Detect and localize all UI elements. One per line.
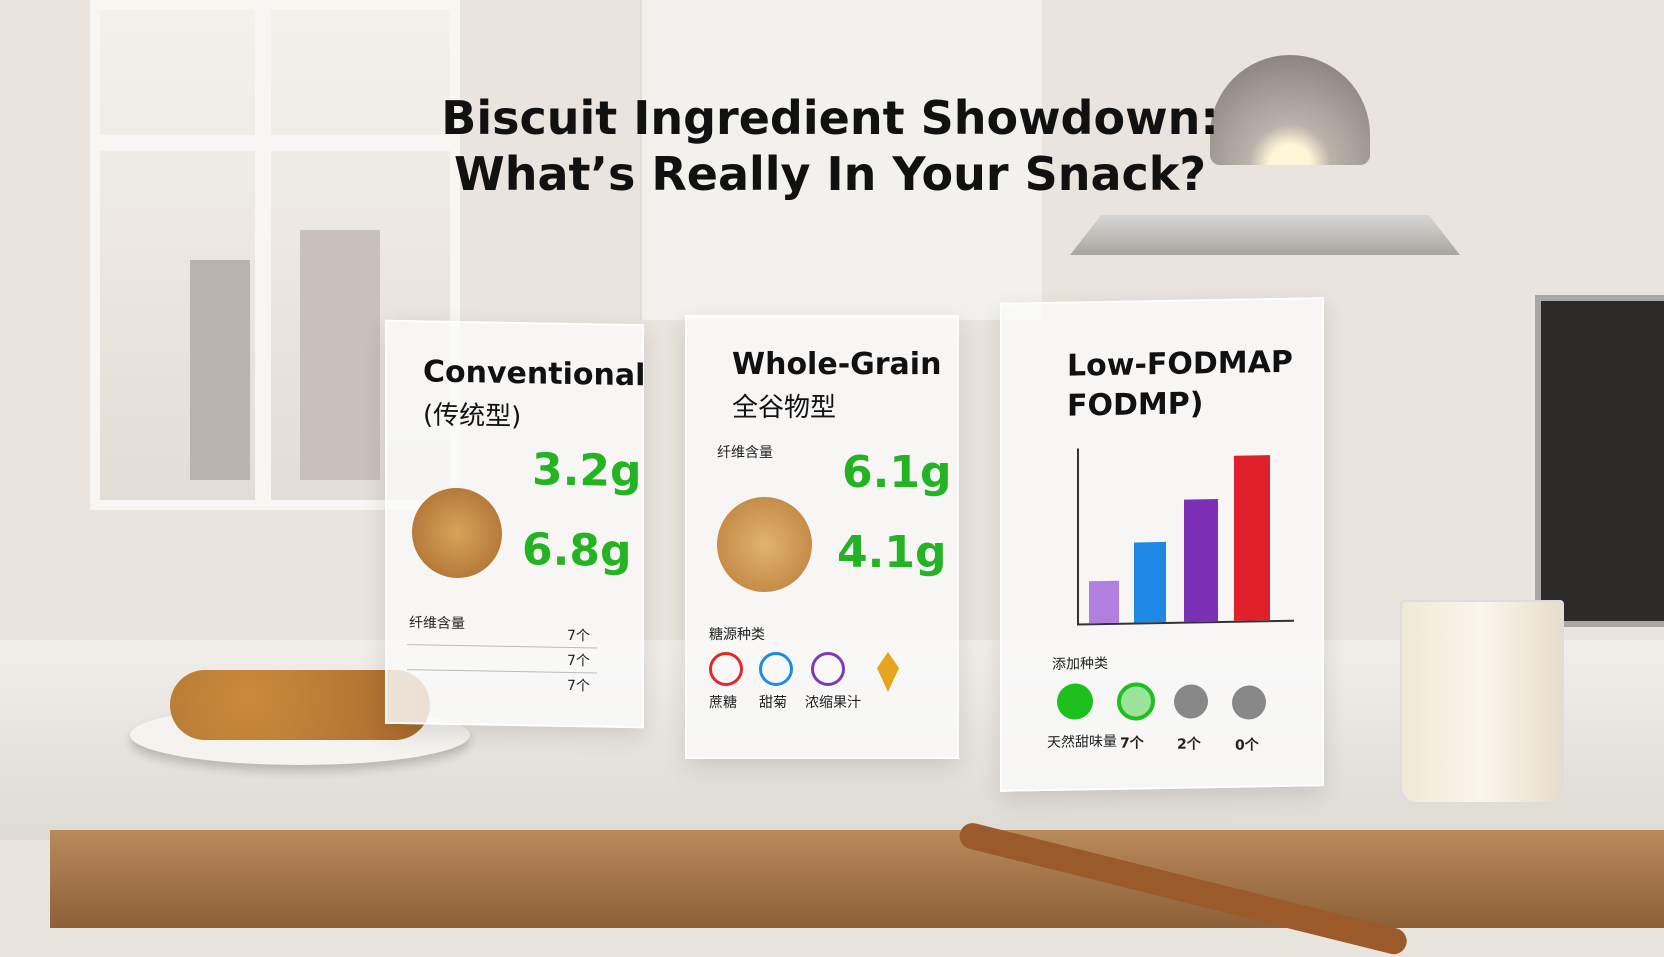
- window: [90, 0, 460, 510]
- counter-front: [50, 830, 1664, 928]
- glass: [1400, 600, 1564, 804]
- title-line: What’s Really In Your Snack?: [453, 147, 1207, 201]
- card-subtitle: FODMP): [1067, 386, 1204, 424]
- icon: [759, 652, 793, 686]
- card: Low-FODMAP FODMP) 添加种类 天然甜味量 7个 2个 0个: [1000, 297, 1324, 792]
- amount: 6.1g: [842, 447, 952, 498]
- bar: [1134, 541, 1166, 623]
- cabinets: [640, 0, 1042, 320]
- amount: 3.2g: [532, 444, 642, 498]
- oven: [1535, 295, 1664, 627]
- card-subtitle: 全谷物型: [732, 393, 837, 423]
- icon-label: 蔗糖: [709, 695, 737, 711]
- card-title: Conventional: [423, 354, 646, 394]
- buildings: [190, 260, 250, 480]
- chart-axis: [1077, 444, 1294, 626]
- card-title: Low-FODMAP: [1067, 344, 1293, 384]
- dot: [1174, 684, 1208, 719]
- buildings: [300, 230, 380, 480]
- count: 7个: [567, 652, 590, 670]
- table-label: 纤维含量: [409, 615, 465, 633]
- icon: [709, 652, 743, 686]
- hood: [1070, 215, 1460, 255]
- section-label: 糖源种类: [709, 627, 765, 643]
- amount: 6.8g: [522, 524, 632, 578]
- icon-label: 甜菊: [759, 695, 787, 711]
- icon-label: 浓缩果汁: [805, 695, 861, 711]
- dot: [1117, 682, 1155, 721]
- count: 7个: [1120, 735, 1144, 752]
- bar: [1089, 580, 1119, 624]
- card-subtitle: (传统型): [423, 400, 522, 433]
- amount: 4.1g: [837, 527, 947, 578]
- bar: [1184, 499, 1218, 622]
- count: 7个: [567, 677, 590, 695]
- card: Conventional (传统型) 3.2g 6.8g 纤维含量 7个 7个 …: [385, 319, 646, 729]
- label: 纤维含量: [717, 445, 773, 461]
- window-transom: [90, 135, 460, 151]
- count: 0个: [1235, 737, 1259, 754]
- title-line: Biscuit Ingredient Showdown:: [441, 91, 1219, 145]
- cookie: [412, 487, 502, 579]
- title: Biscuit Ingredient Showdown: What’s Real…: [380, 90, 1280, 202]
- bar: [1234, 455, 1270, 621]
- section-label: 添加种类: [1052, 655, 1108, 673]
- dot: [1057, 683, 1093, 720]
- card-title: Whole-Grain: [732, 347, 942, 382]
- window-mullion: [255, 0, 271, 500]
- icon: [877, 652, 899, 692]
- icon: [811, 652, 845, 686]
- dot: [1232, 685, 1266, 720]
- count: 2个: [1177, 736, 1201, 753]
- row-label: 天然甜味量: [1047, 733, 1117, 752]
- count: 7个: [567, 627, 590, 645]
- card: Whole-Grain 全谷物型 纤维含量 6.1g 4.1g 糖源种类 蔗糖 …: [685, 315, 959, 759]
- cookie: [717, 497, 812, 592]
